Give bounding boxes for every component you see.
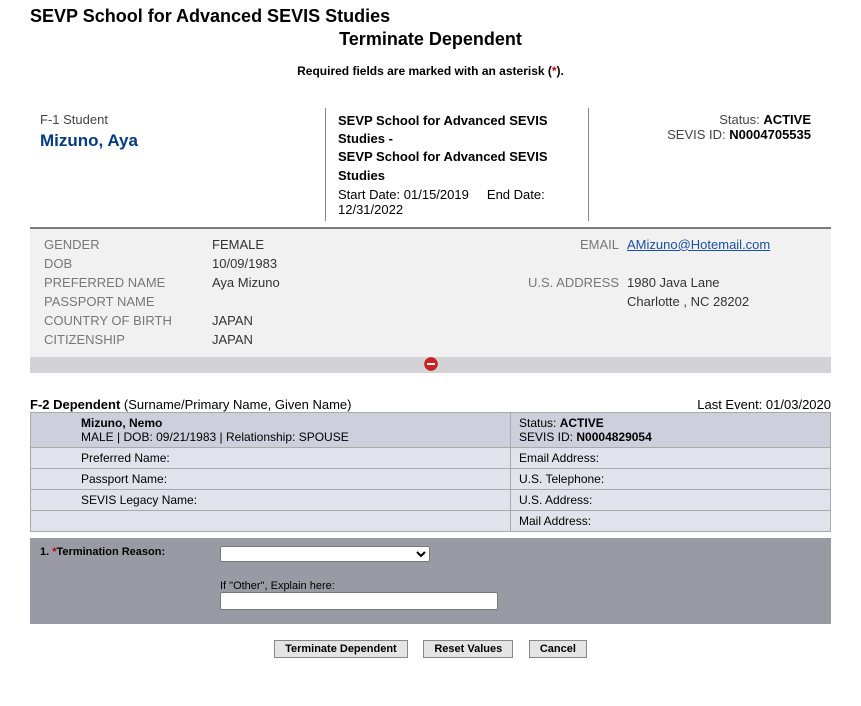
dep-passport-name-label: Passport Name:: [31, 468, 511, 489]
cancel-button[interactable]: Cancel: [529, 640, 587, 658]
divider-bar: [30, 357, 831, 373]
termination-reason-select[interactable]: [220, 546, 430, 562]
value-us-address-2: Charlotte , NC 28202: [627, 294, 817, 309]
dependent-header: F-2 Dependent (Surname/Primary Name, Giv…: [30, 397, 831, 412]
value-us-address-1: 1980 Java Lane: [627, 275, 817, 290]
value-email[interactable]: AMizuno@Hotemail.com: [627, 237, 770, 252]
dep-email-label: Email Address:: [511, 447, 831, 468]
explain-input[interactable]: [220, 592, 498, 610]
end-date: 12/31/2022: [338, 202, 403, 217]
value-preferred-name: Aya Mizuno: [212, 275, 412, 290]
form-number: 1.: [40, 546, 49, 558]
dep-heading: F-2 Dependent: [30, 397, 120, 412]
end-date-label: End Date:: [487, 187, 545, 202]
last-event-value: 01/03/2020: [766, 397, 831, 412]
dep-sevisid: N0004829054: [576, 430, 651, 444]
explain-label: If "Other", Explain here:: [220, 580, 821, 592]
page-title: SEVP School for Advanced SEVIS Studies: [30, 6, 831, 27]
label-us-address: U.S. ADDRESS: [420, 275, 619, 290]
required-fields-note: Required fields are marked with an aster…: [30, 64, 831, 78]
dep-status: ACTIVE: [560, 416, 604, 430]
dep-name: Mizuno, Nemo: [81, 416, 162, 430]
student-sevisid-label: SEVIS ID:: [667, 127, 726, 142]
value-cob: JAPAN: [212, 313, 412, 328]
last-event-label: Last Event:: [697, 397, 762, 412]
label-cob: COUNTRY OF BIRTH: [44, 313, 204, 328]
dependent-table: Mizuno, Nemo MALE | DOB: 09/21/1983 | Re…: [30, 412, 831, 532]
dep-mailaddr-label: Mail Address:: [511, 510, 831, 531]
termination-form: 1. *Termination Reason: If "Other", Expl…: [30, 538, 831, 624]
dep-info: MALE | DOB: 09/21/1983 | Relationship: S…: [81, 430, 349, 444]
dep-status-label: Status:: [519, 416, 556, 430]
no-entry-icon: [424, 357, 438, 371]
label-preferred-name: PREFERRED NAME: [44, 275, 204, 290]
dep-legacy-name-label: SEVIS Legacy Name:: [31, 489, 511, 510]
label-dob: DOB: [44, 256, 204, 271]
dep-ustel-label: U.S. Telephone:: [511, 468, 831, 489]
value-citizenship: JAPAN: [212, 332, 412, 347]
student-type: F-1 Student: [40, 112, 315, 127]
page-subtitle: Terminate Dependent: [30, 29, 831, 50]
school-name-line1: SEVP School for Advanced SEVIS Studies -: [338, 112, 576, 148]
label-email: EMAIL: [420, 237, 619, 252]
label-citizenship: CITIZENSHIP: [44, 332, 204, 347]
start-date: 01/15/2019: [404, 187, 469, 202]
student-sevisid: N0004705535: [729, 127, 811, 142]
student-name: Mizuno, Aya: [40, 131, 315, 151]
student-details: GENDER FEMALE EMAIL AMizuno@Hotemail.com…: [30, 229, 831, 357]
dep-usaddr-label: U.S. Address:: [511, 489, 831, 510]
req-note-post: ).: [557, 64, 564, 78]
dep-sevisid-label: SEVIS ID:: [519, 430, 573, 444]
dep-heading-paren: (Surname/Primary Name, Given Name): [124, 397, 352, 412]
value-dob: 10/09/1983: [212, 256, 412, 271]
school-name-line2: SEVP School for Advanced SEVIS Studies: [338, 148, 576, 184]
student-status: ACTIVE: [763, 112, 811, 127]
label-gender: GENDER: [44, 237, 204, 252]
terminate-dependent-button[interactable]: Terminate Dependent: [274, 640, 408, 658]
program-dates: Start Date: 01/15/2019 End Date: 12/31/2…: [338, 187, 576, 217]
dep-preferred-name-label: Preferred Name:: [31, 447, 511, 468]
req-note-pre: Required fields are marked with an aster…: [297, 64, 552, 78]
value-passport-name: [212, 294, 412, 309]
reset-values-button[interactable]: Reset Values: [423, 640, 513, 658]
value-gender: FEMALE: [212, 237, 412, 252]
label-passport-name: PASSPORT NAME: [44, 294, 204, 309]
start-date-label: Start Date:: [338, 187, 400, 202]
termination-reason-label: Termination Reason:: [57, 546, 166, 558]
button-row: Terminate Dependent Reset Values Cancel: [30, 640, 831, 658]
student-summary: F-1 Student Mizuno, Aya SEVP School for …: [30, 108, 831, 229]
student-status-label: Status:: [719, 112, 759, 127]
